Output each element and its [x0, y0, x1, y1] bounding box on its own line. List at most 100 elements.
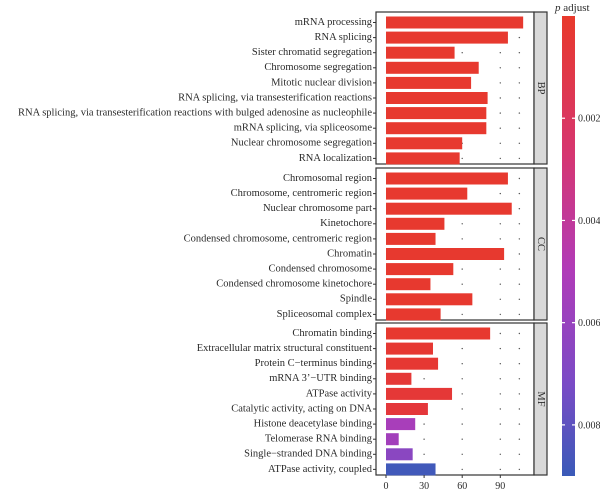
term-label: Protein C−terminus binding	[255, 358, 373, 369]
grid-dot	[499, 363, 501, 365]
term-label: mRNA splicing, via spliceosome	[234, 123, 373, 134]
bar	[386, 31, 508, 44]
bar	[386, 278, 431, 291]
grid-dot	[461, 52, 463, 54]
legend-tick-label: 0.002	[578, 114, 600, 125]
grid-dot	[461, 223, 463, 225]
grid-dot	[499, 393, 501, 395]
grid-dot	[499, 52, 501, 54]
term-label: Condensed chromosome kinetochore	[216, 279, 372, 290]
grid-dot	[518, 157, 521, 160]
term-label: ATPase activity	[306, 388, 373, 399]
grid-dot	[499, 127, 501, 129]
grid-dot	[518, 408, 521, 410]
grid-dot	[518, 177, 521, 180]
panel-cc: CC Chromosomal region Chromosome, centrome…	[184, 167, 548, 321]
grid-dot	[499, 97, 501, 99]
grid-dot	[461, 238, 463, 240]
grid-dot	[499, 192, 501, 195]
panel-bp: BP mRNA processing RNA splicing Sister chro…	[18, 11, 548, 165]
grid-dot	[499, 408, 501, 410]
bar	[386, 187, 468, 200]
grid-dot	[499, 157, 501, 160]
grid-dot	[518, 468, 521, 471]
grid-dot	[461, 393, 463, 395]
legend-title-italic: p	[554, 2, 561, 14]
grid-dot	[461, 408, 463, 410]
bar	[386, 92, 488, 104]
bar	[386, 172, 508, 185]
grid-dot	[499, 438, 501, 440]
grid-dot	[423, 378, 425, 380]
grid-dot	[461, 313, 463, 316]
grid-dot	[499, 283, 501, 285]
grid-dot	[499, 347, 501, 350]
term-label: Nuclear chromosome segregation	[231, 138, 373, 149]
grid-dot	[518, 268, 521, 270]
bar	[386, 16, 524, 29]
grid-dot	[499, 378, 501, 380]
facet-strip	[533, 11, 548, 165]
colorbar	[562, 16, 575, 476]
term-label: Spliceosomal complex	[277, 309, 373, 320]
term-label: Chromosome, centromeric region	[231, 188, 373, 199]
bar	[386, 61, 479, 74]
grid-dot	[518, 238, 521, 240]
bar	[386, 107, 487, 120]
grid-dot	[518, 363, 521, 365]
grid-dot	[499, 453, 501, 455]
grid-dot	[499, 112, 501, 114]
grid-dot	[461, 363, 463, 365]
legend-title: p adjust	[554, 2, 590, 14]
grid-dot	[518, 142, 521, 144]
term-label: RNA splicing	[315, 32, 373, 43]
bar	[386, 46, 455, 59]
grid-dot	[518, 97, 521, 99]
bar	[386, 232, 436, 245]
bar	[386, 387, 453, 400]
bar	[386, 76, 472, 89]
bar	[386, 202, 512, 215]
bar	[386, 308, 441, 321]
bar	[386, 448, 413, 461]
term-label: Condensed chromosome, centromeric region	[184, 233, 373, 244]
grid-dot	[423, 423, 425, 425]
panel-mf: MF Chromatin binding Extracellular matrix …	[197, 322, 548, 476]
grid-dot	[499, 82, 501, 84]
facet-strip-label: CC	[535, 237, 546, 251]
term-label: ATPase activity, coupled	[268, 464, 373, 475]
grid-dot	[461, 453, 463, 455]
x-tick-label: 60	[457, 481, 467, 492]
term-label: RNA splicing, via transesterification re…	[18, 108, 372, 119]
bar	[386, 152, 460, 165]
grid-dot	[518, 423, 521, 425]
legend-title-rest: adjust	[561, 2, 590, 14]
bar	[386, 403, 428, 415]
term-label: Single−stranded DNA binding	[244, 449, 373, 460]
legend-tick-label: 0.004	[578, 216, 600, 227]
x-tick-label: 30	[419, 481, 429, 492]
term-label: Spindle	[340, 294, 372, 305]
grid-dot	[518, 112, 521, 114]
grid-dot	[499, 67, 501, 69]
grid-dot	[518, 438, 521, 440]
grid-dot	[518, 223, 521, 225]
bar	[386, 463, 436, 476]
grid-dot	[499, 332, 501, 335]
term-label: Chromatin	[327, 248, 373, 259]
grid-dot	[461, 438, 463, 440]
grid-dot	[518, 127, 521, 129]
grid-dot	[518, 283, 521, 285]
term-label: Nuclear chromosome part	[263, 203, 372, 214]
grid-dot	[518, 67, 521, 69]
bar	[386, 122, 487, 135]
grid-dot	[499, 268, 501, 270]
grid-dot	[518, 332, 521, 335]
bar	[386, 418, 416, 431]
grid-dot	[518, 36, 521, 39]
term-label: RNA splicing, via transesterification re…	[178, 92, 372, 103]
term-label: Catalytic activity, acting on DNA	[231, 403, 372, 414]
grid-dot	[518, 393, 521, 395]
p-adjust-legend: p adjust 0.002 0.004 0.006 0.008	[554, 2, 600, 476]
